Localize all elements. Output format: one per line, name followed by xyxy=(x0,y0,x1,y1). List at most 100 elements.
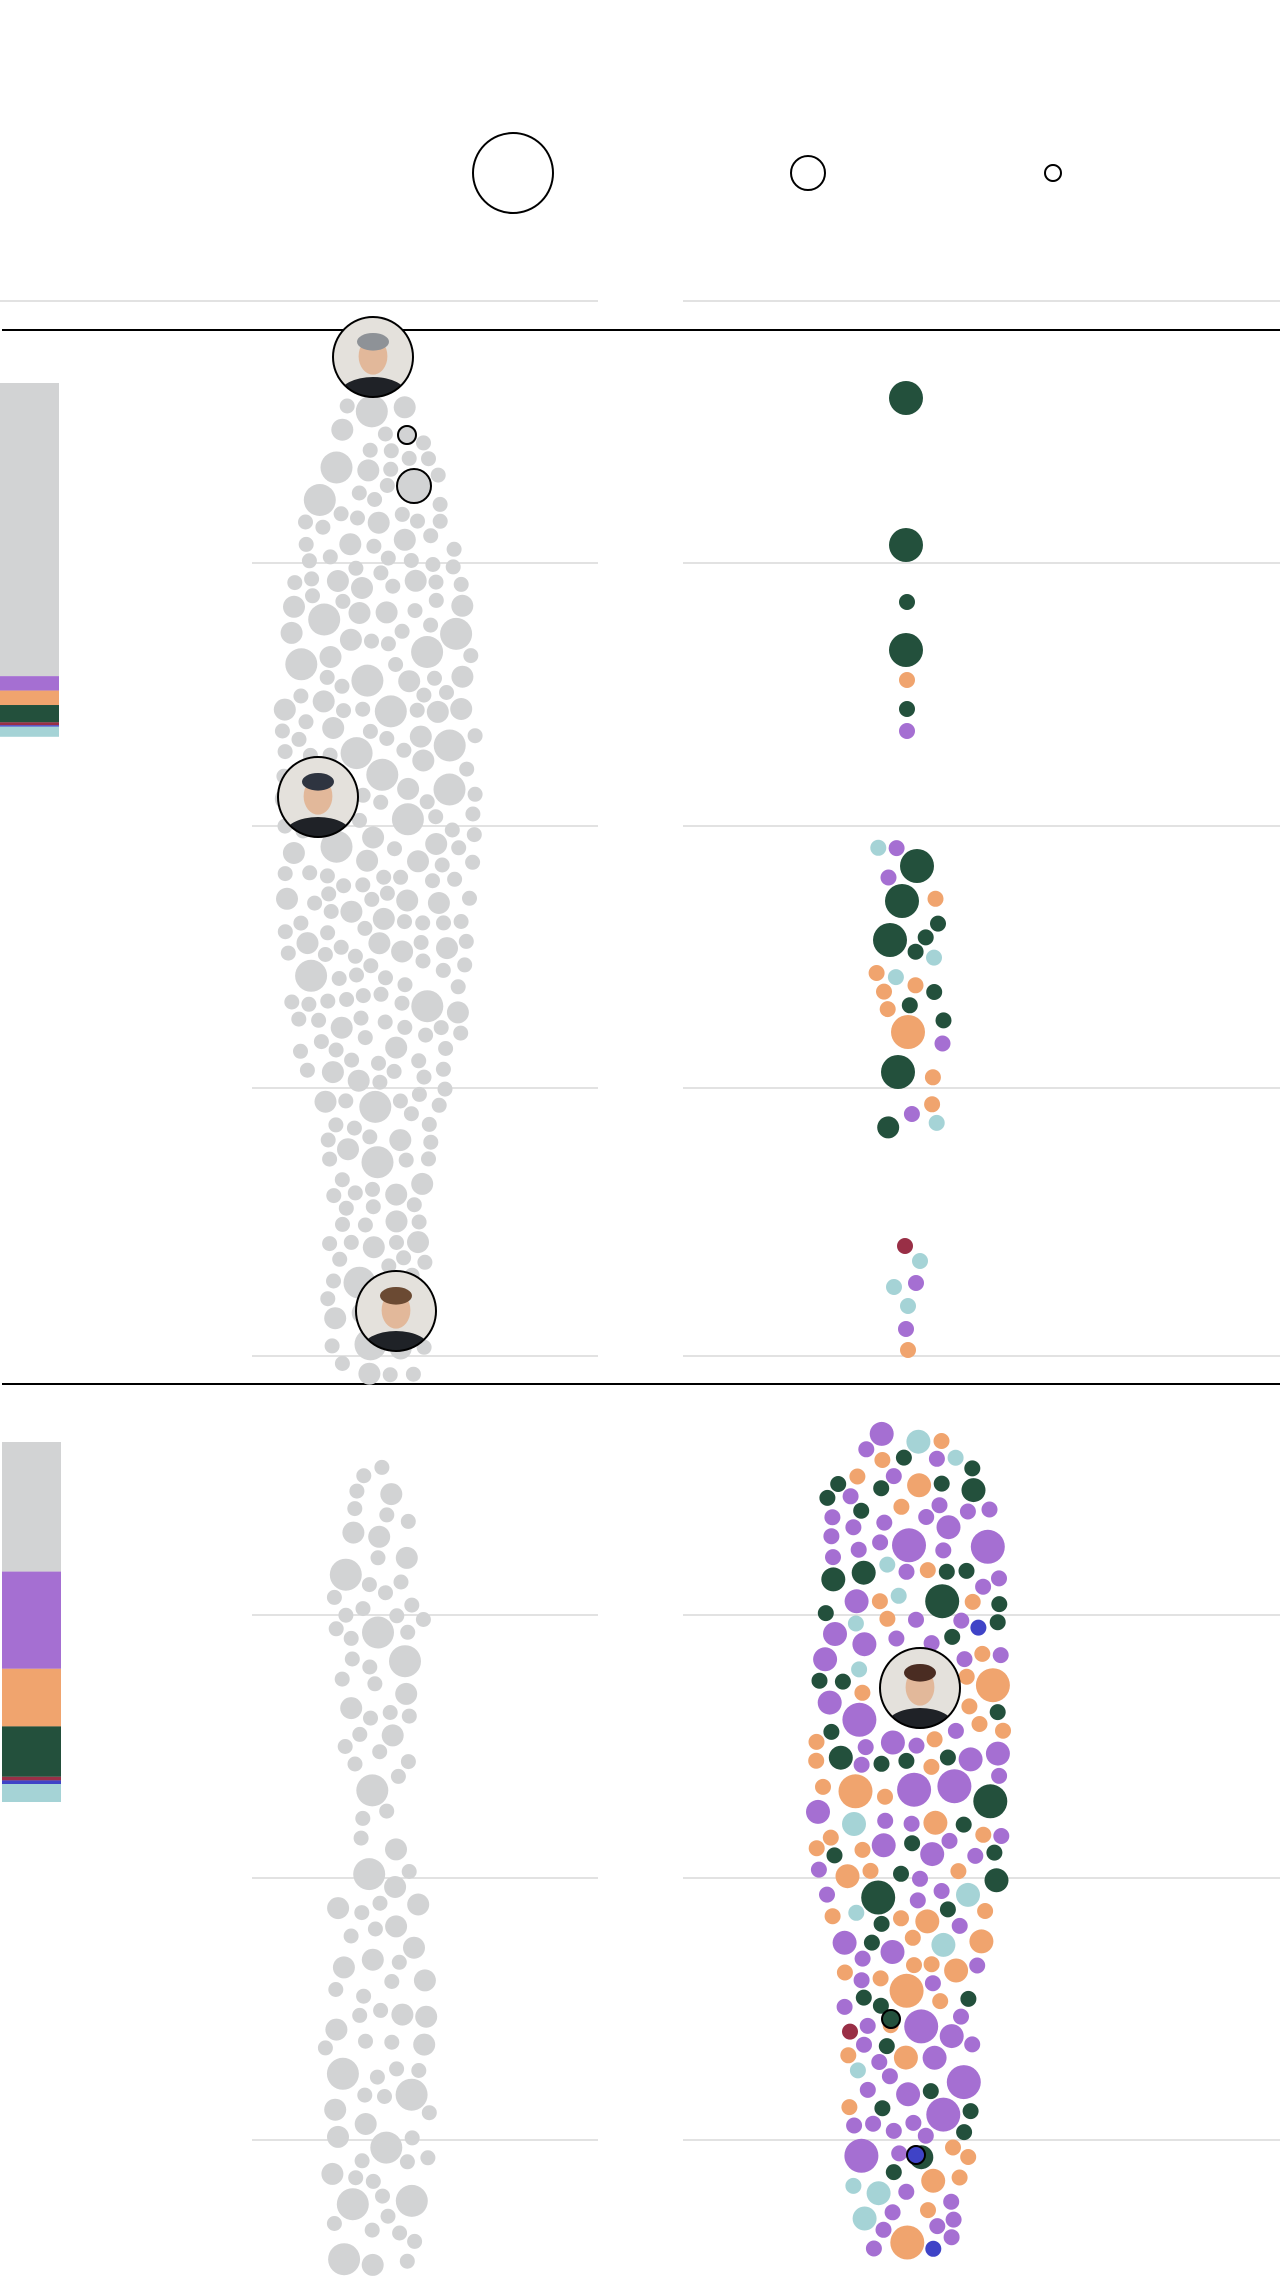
data-point xyxy=(969,1929,994,1954)
data-point xyxy=(376,869,392,885)
data-point xyxy=(924,1096,941,1113)
composition-segment-white_judge xyxy=(0,383,59,677)
data-point xyxy=(317,2040,333,2056)
size-legend-circle-small xyxy=(1044,164,1062,182)
data-point xyxy=(898,1321,914,1337)
data-point xyxy=(446,1001,469,1024)
data-point xyxy=(320,1132,336,1148)
data-point xyxy=(924,1975,941,1992)
data-point xyxy=(357,1217,373,1233)
data-point xyxy=(856,2036,872,2053)
data-point xyxy=(903,1106,920,1122)
portrait-ring xyxy=(879,1647,961,1729)
data-point xyxy=(899,672,915,688)
data-point xyxy=(955,1816,972,1833)
data-point xyxy=(935,1012,952,1029)
data-point xyxy=(874,2100,891,2117)
data-point xyxy=(320,993,336,1009)
data-point xyxy=(296,932,319,955)
data-point xyxy=(325,2018,348,2041)
data-point-highlighted xyxy=(881,2009,901,2029)
data-point xyxy=(861,1880,896,1915)
data-point xyxy=(819,1886,835,1903)
data-point xyxy=(453,576,469,592)
data-point xyxy=(417,1254,433,1270)
data-point xyxy=(435,962,451,978)
data-point xyxy=(926,2097,961,2132)
data-point xyxy=(386,1063,402,1079)
data-point xyxy=(975,1578,992,1595)
data-point xyxy=(437,1081,453,1097)
data-point xyxy=(895,1449,912,1466)
data-point xyxy=(374,695,407,728)
data-point xyxy=(366,758,399,791)
data-point xyxy=(879,1001,896,1018)
data-point xyxy=(322,1236,338,1252)
data-point xyxy=(338,1093,354,1109)
data-point xyxy=(351,664,384,697)
data-point xyxy=(373,2002,389,2018)
data-point xyxy=(877,1788,893,1805)
data-point xyxy=(991,1596,1008,1613)
data-point xyxy=(908,1737,925,1754)
data-point xyxy=(964,2036,981,2053)
data-point xyxy=(293,1043,308,1059)
data-point xyxy=(405,1366,421,1382)
data-point xyxy=(890,2225,925,2260)
data-point xyxy=(956,2124,973,2141)
data-point xyxy=(396,1250,412,1266)
data-point xyxy=(389,1645,421,1678)
data-point xyxy=(922,2045,947,2070)
size-legend-circle-large xyxy=(472,132,554,214)
data-point xyxy=(423,617,439,633)
data-point xyxy=(975,1668,1010,1703)
data-point xyxy=(926,949,942,966)
data-point xyxy=(845,2177,862,2194)
data-point xyxy=(321,886,337,902)
data-point xyxy=(327,2125,349,2148)
data-point xyxy=(866,2181,891,2206)
data-point xyxy=(323,904,339,919)
data-point xyxy=(411,1172,434,1195)
data-point xyxy=(458,933,474,949)
data-point xyxy=(353,1858,386,1891)
data-point xyxy=(307,895,323,911)
data-point xyxy=(285,648,318,681)
data-point xyxy=(380,636,396,652)
data-point xyxy=(419,794,435,810)
data-point xyxy=(372,1895,388,1911)
data-point xyxy=(400,1513,416,1529)
data-point xyxy=(395,1546,418,1569)
data-point xyxy=(813,1647,838,1672)
data-point xyxy=(920,2202,936,2219)
data-point xyxy=(413,935,429,950)
data-point xyxy=(841,2099,858,2116)
data-point xyxy=(399,2253,415,2269)
data-point xyxy=(808,1840,825,1857)
data-point xyxy=(381,1724,404,1747)
data-point xyxy=(336,878,352,894)
data-point xyxy=(397,1019,413,1035)
data-point xyxy=(440,617,473,650)
data-point xyxy=(844,2138,879,2173)
data-point xyxy=(933,1433,950,1449)
data-point xyxy=(939,1749,956,1766)
data-point xyxy=(391,940,414,963)
data-point xyxy=(984,1868,1009,1893)
portrait-gorsuch xyxy=(333,317,413,397)
data-point xyxy=(892,1528,926,1563)
data-point xyxy=(944,1628,961,1645)
data-point xyxy=(907,943,924,960)
data-point xyxy=(362,1129,378,1145)
data-point xyxy=(322,549,338,565)
data-point xyxy=(359,1090,392,1123)
data-point xyxy=(817,1690,842,1715)
composition-segment-native xyxy=(2,1776,61,1781)
data-point xyxy=(354,2153,370,2169)
data-point xyxy=(844,1589,869,1614)
data-point xyxy=(283,595,305,618)
data-point xyxy=(881,1055,915,1089)
data-point xyxy=(377,426,393,442)
data-point xyxy=(379,1507,395,1523)
data-point xyxy=(277,924,293,940)
